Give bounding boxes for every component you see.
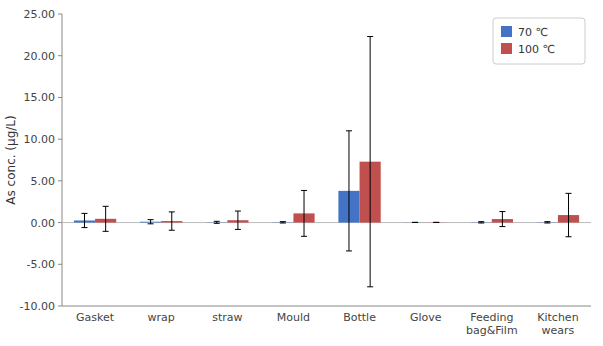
x-tick-label-line: bag&Film (466, 324, 518, 337)
x-tick-label-line: Glove (410, 311, 442, 324)
x-tick-label: Kitchenwears (537, 311, 578, 337)
error-bar (499, 212, 505, 227)
x-tick-label: Mould (277, 311, 310, 324)
y-tick-label: 15.00 (24, 91, 56, 104)
error-bar (478, 222, 484, 223)
x-tick-label-line: Kitchen (537, 311, 578, 324)
y-tick (58, 139, 62, 140)
y-tick-label: 10.00 (24, 133, 56, 146)
bar (405, 222, 426, 223)
y-axis-label: As conc. (μg/L) (4, 115, 18, 204)
x-tick-label: Gasket (76, 311, 115, 324)
y-tick-label: -10.00 (20, 300, 55, 313)
x-tick-label-line: wrap (148, 311, 175, 324)
error-bar (235, 211, 241, 229)
error-bar (280, 222, 286, 223)
legend-label: 70 ℃ (518, 26, 548, 39)
y-axis: -10.00 -5.00 0.00 5.00 10.00 15.00 20.00 25.00 (20, 8, 591, 313)
error-bar (433, 222, 439, 223)
x-tick-label: wrap (148, 311, 175, 324)
chart: -10.00 -5.00 0.00 5.00 10.00 15.00 20.00 25.00 A… (0, 0, 603, 346)
x-axis: Gasket wrap straw Mould Bottle Glove Feedingba… (76, 311, 579, 337)
x-tick-label-line: wears (542, 324, 575, 337)
x-tick-label: straw (212, 311, 242, 324)
error-bar (148, 220, 154, 224)
error-bar (566, 193, 572, 236)
bar (471, 222, 492, 223)
error-bar (301, 190, 307, 236)
bar (537, 222, 558, 223)
y-tick (58, 264, 62, 265)
plot-area (62, 37, 591, 287)
legend-swatch (501, 43, 512, 54)
y-tick-label: 20.00 (24, 50, 56, 63)
y-tick-label: 0.00 (31, 217, 56, 230)
error-bar (346, 131, 352, 251)
x-tick-label: Glove (410, 311, 442, 324)
x-tick-label-line: Feeding (470, 311, 513, 324)
error-bar (412, 222, 418, 223)
x-tick-label-line: Mould (277, 311, 310, 324)
y-tick-label: 5.00 (31, 175, 56, 188)
x-tick-label-line: Bottle (343, 311, 376, 324)
x-axis-line (62, 306, 591, 307)
error-bar (169, 212, 175, 230)
y-axis-line (62, 14, 63, 306)
legend: 70 ℃ 100 ℃ (493, 18, 585, 64)
x-tick-label-line: straw (212, 311, 242, 324)
x-tick-label: Feedingbag&Film (466, 311, 518, 337)
legend-label: 100 ℃ (518, 43, 555, 56)
legend-swatch (501, 26, 512, 37)
y-tick (58, 306, 62, 307)
y-tick-label: 25.00 (24, 8, 56, 21)
error-bar (544, 222, 550, 223)
error-bar (103, 206, 109, 231)
error-bar (214, 221, 220, 223)
bar (426, 222, 447, 223)
y-tick (58, 55, 62, 56)
y-tick (58, 222, 62, 223)
bar (272, 222, 293, 223)
y-tick (58, 14, 62, 15)
bar (206, 222, 227, 223)
x-tick-label-line: Gasket (76, 311, 115, 324)
y-tick (58, 97, 62, 98)
error-bar (367, 37, 373, 287)
x-tick-label: Bottle (343, 311, 376, 324)
y-tick-label: -5.00 (27, 258, 55, 271)
error-bar (81, 213, 87, 227)
y-tick (58, 180, 62, 181)
legend-box (493, 18, 585, 64)
